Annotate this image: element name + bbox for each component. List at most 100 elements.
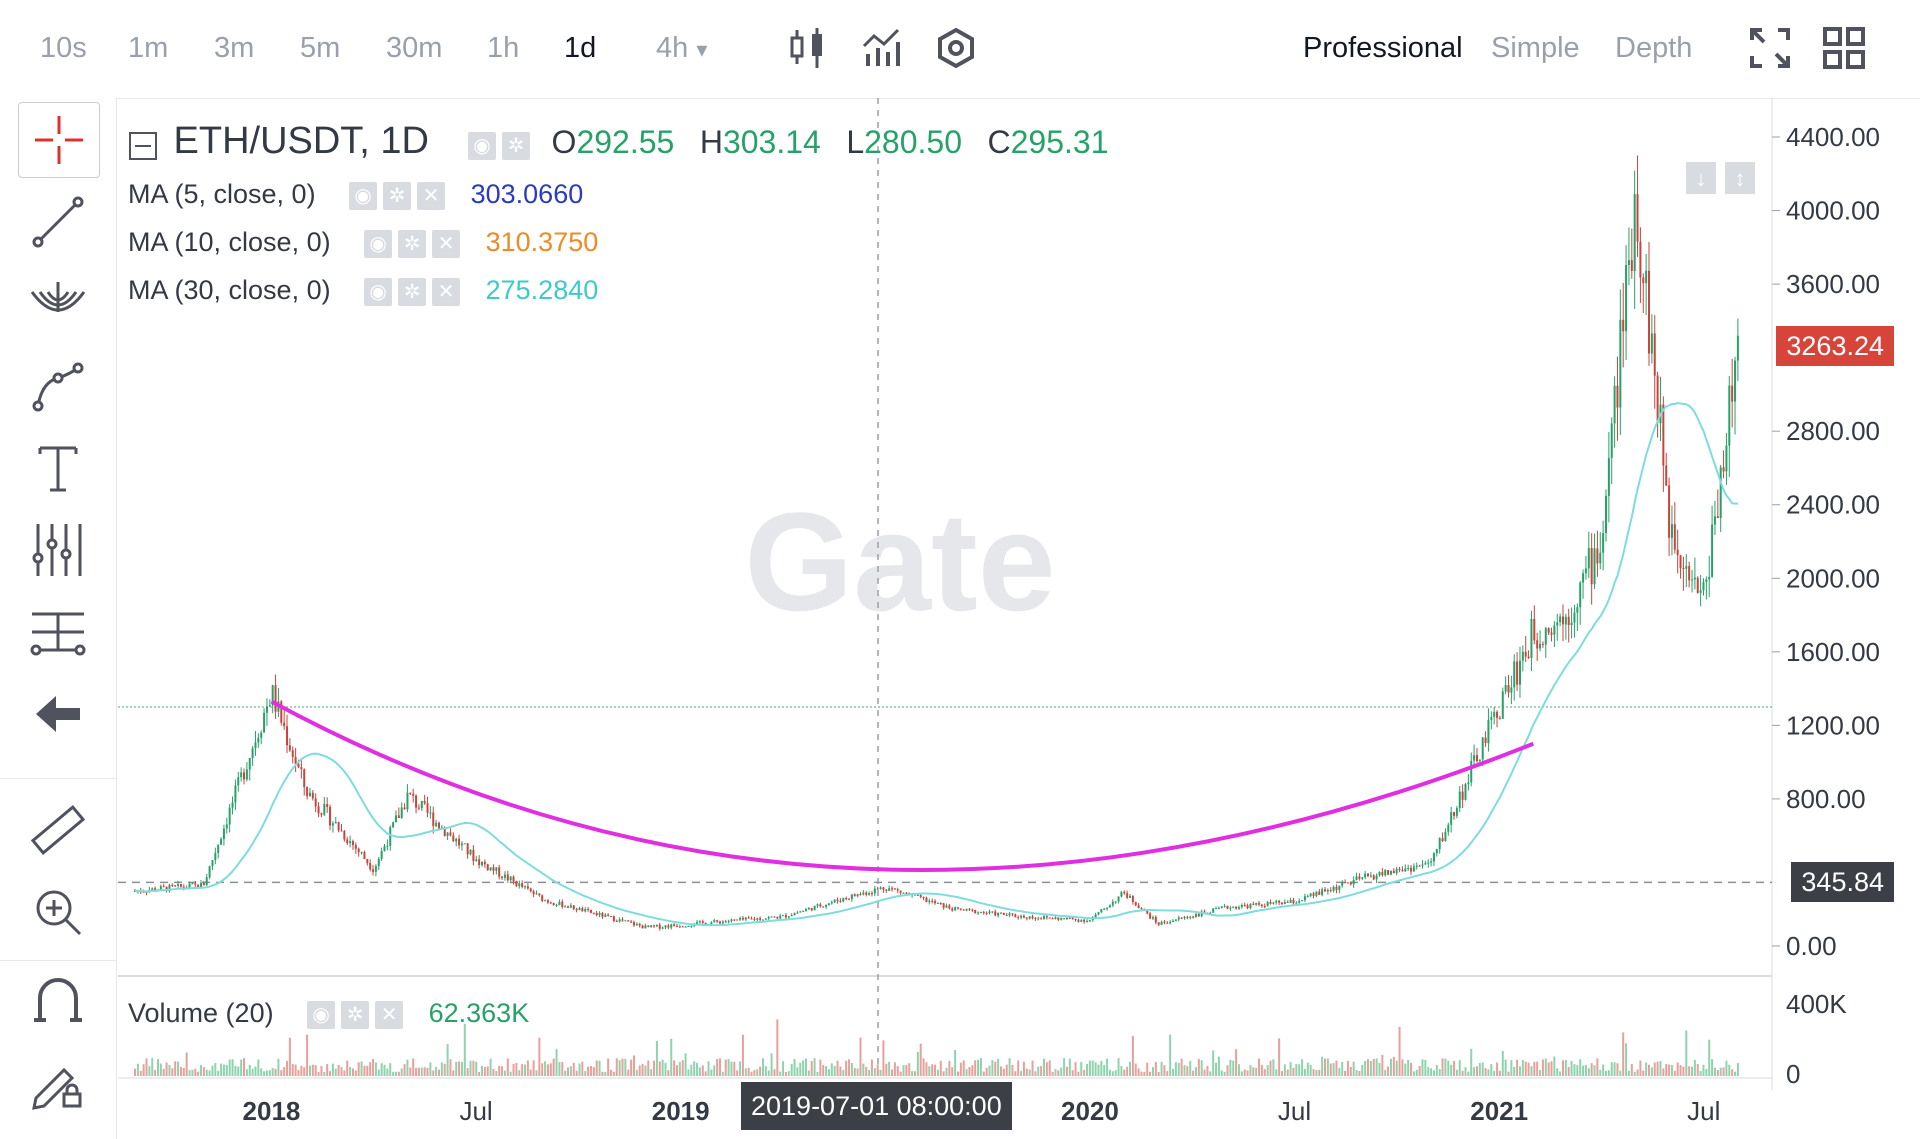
volume-bar xyxy=(526,1060,529,1076)
candle xyxy=(931,900,934,902)
ma-5-settings-button[interactable]: ✲ xyxy=(383,181,412,210)
candle xyxy=(1292,899,1295,904)
candle xyxy=(1074,919,1077,921)
mode-professional[interactable]: Professional xyxy=(1303,32,1463,64)
settings-icon[interactable] xyxy=(932,24,980,72)
mode-depth[interactable]: Depth xyxy=(1615,32,1693,64)
candle xyxy=(1559,616,1562,623)
candle xyxy=(311,792,314,799)
volume-visibility-toggle[interactable]: ◉ xyxy=(307,1000,336,1029)
layout-grid-icon[interactable] xyxy=(1820,24,1868,72)
scale-down-button[interactable] xyxy=(1686,162,1716,194)
ma-10-settings-button[interactable]: ✲ xyxy=(398,229,427,258)
pitchfork-tool[interactable] xyxy=(18,514,98,586)
candlestick-icon[interactable] xyxy=(784,24,832,72)
text-tool[interactable] xyxy=(18,432,98,504)
candle xyxy=(1484,737,1487,744)
volume-bar xyxy=(999,1066,1002,1076)
candle xyxy=(1475,755,1478,762)
timeframe-5m[interactable]: 5m xyxy=(300,32,341,64)
candle xyxy=(850,894,853,899)
candle xyxy=(472,849,475,862)
volume-bar xyxy=(1441,1058,1444,1076)
ma-10-remove-button[interactable]: ✕ xyxy=(432,229,461,258)
timeframe-10s[interactable]: 10s xyxy=(40,32,87,64)
volume-bar xyxy=(601,1071,604,1076)
ma-5-remove-button[interactable]: ✕ xyxy=(417,181,446,210)
trend-line-tool[interactable] xyxy=(18,186,98,258)
volume-bar xyxy=(1341,1061,1344,1076)
timeframe-30m[interactable]: 30m xyxy=(386,32,443,64)
timeframe-1h[interactable]: 1h xyxy=(487,32,520,64)
mode-simple[interactable]: Simple xyxy=(1491,32,1580,64)
ruler-tool[interactable] xyxy=(18,794,98,866)
settings-button[interactable]: ✲ xyxy=(502,131,531,160)
back-tool[interactable] xyxy=(18,678,98,750)
candle xyxy=(541,895,544,902)
volume-remove-button[interactable]: ✕ xyxy=(375,1000,404,1029)
volume-bar xyxy=(154,1069,157,1076)
visibility-toggle[interactable]: ◉ xyxy=(468,131,497,160)
candle xyxy=(386,845,389,847)
candle xyxy=(925,897,928,903)
candle xyxy=(174,885,177,887)
timeframe-1m[interactable]: 1m xyxy=(128,32,169,64)
scale-auto-button[interactable] xyxy=(1725,162,1755,194)
volume-bar xyxy=(300,1065,303,1076)
candle xyxy=(610,916,613,918)
timeframe-4h-dropdown[interactable]: 4h ▾ xyxy=(656,32,707,65)
volume-bar xyxy=(1387,1066,1390,1076)
volume-bar xyxy=(544,1061,547,1076)
volume-bar xyxy=(455,1062,458,1076)
candle xyxy=(1280,902,1283,904)
volume-bar xyxy=(1513,1066,1516,1076)
candle xyxy=(1688,566,1691,581)
volume-bar xyxy=(558,1062,561,1076)
ma-10-visibility-toggle[interactable]: ◉ xyxy=(364,229,393,258)
path-tool[interactable] xyxy=(18,350,98,422)
timeframe-3m[interactable]: 3m xyxy=(214,32,255,64)
scale-buttons[interactable]: ↓ ↕ xyxy=(1686,162,1755,194)
candle xyxy=(1160,921,1163,925)
ma-30-visibility-toggle[interactable]: ◉ xyxy=(364,277,393,306)
collapse-legend-icon[interactable] xyxy=(128,131,158,161)
measure-lines-tool[interactable] xyxy=(18,596,98,668)
zoom-in-tool[interactable] xyxy=(18,876,98,948)
timeframe-1d[interactable]: 1d xyxy=(564,32,597,64)
ma-30-remove-button[interactable]: ✕ xyxy=(432,277,461,306)
candle xyxy=(896,889,899,891)
crosshair-tool[interactable] xyxy=(18,102,100,178)
volume-settings-button[interactable]: ✲ xyxy=(341,1000,370,1029)
candle xyxy=(885,889,888,891)
indicators-icon[interactable] xyxy=(858,24,906,72)
candle xyxy=(1042,916,1045,920)
candle xyxy=(919,894,922,897)
candle xyxy=(1017,916,1020,918)
volume-bar xyxy=(1040,1066,1043,1076)
close-icon: ✕ xyxy=(437,232,455,255)
volume-bar xyxy=(1392,1056,1395,1076)
candle xyxy=(739,917,742,920)
candle xyxy=(1005,914,1008,916)
lock-drawing-tool[interactable] xyxy=(18,1048,98,1120)
candle xyxy=(994,911,997,916)
volume-bar xyxy=(1358,1071,1361,1076)
fib-fan-tool[interactable] xyxy=(18,268,98,340)
candle xyxy=(1077,919,1080,922)
volume-bar xyxy=(406,1059,409,1076)
volume-bar xyxy=(1610,1062,1613,1076)
magnet-tool[interactable] xyxy=(18,966,98,1038)
volume-bar xyxy=(1206,1065,1209,1076)
candle xyxy=(463,843,466,845)
fullscreen-icon[interactable] xyxy=(1746,24,1794,72)
volume-bar xyxy=(1080,1062,1083,1076)
volume-bar xyxy=(1157,1071,1160,1076)
volume-bar xyxy=(1593,1065,1596,1076)
volume-bar xyxy=(1719,1067,1722,1076)
candle xyxy=(736,919,739,921)
candle xyxy=(1570,622,1573,626)
candle xyxy=(985,912,988,914)
ma-5-visibility-toggle[interactable]: ◉ xyxy=(349,181,378,210)
ma-30-settings-button[interactable]: ✲ xyxy=(398,277,427,306)
